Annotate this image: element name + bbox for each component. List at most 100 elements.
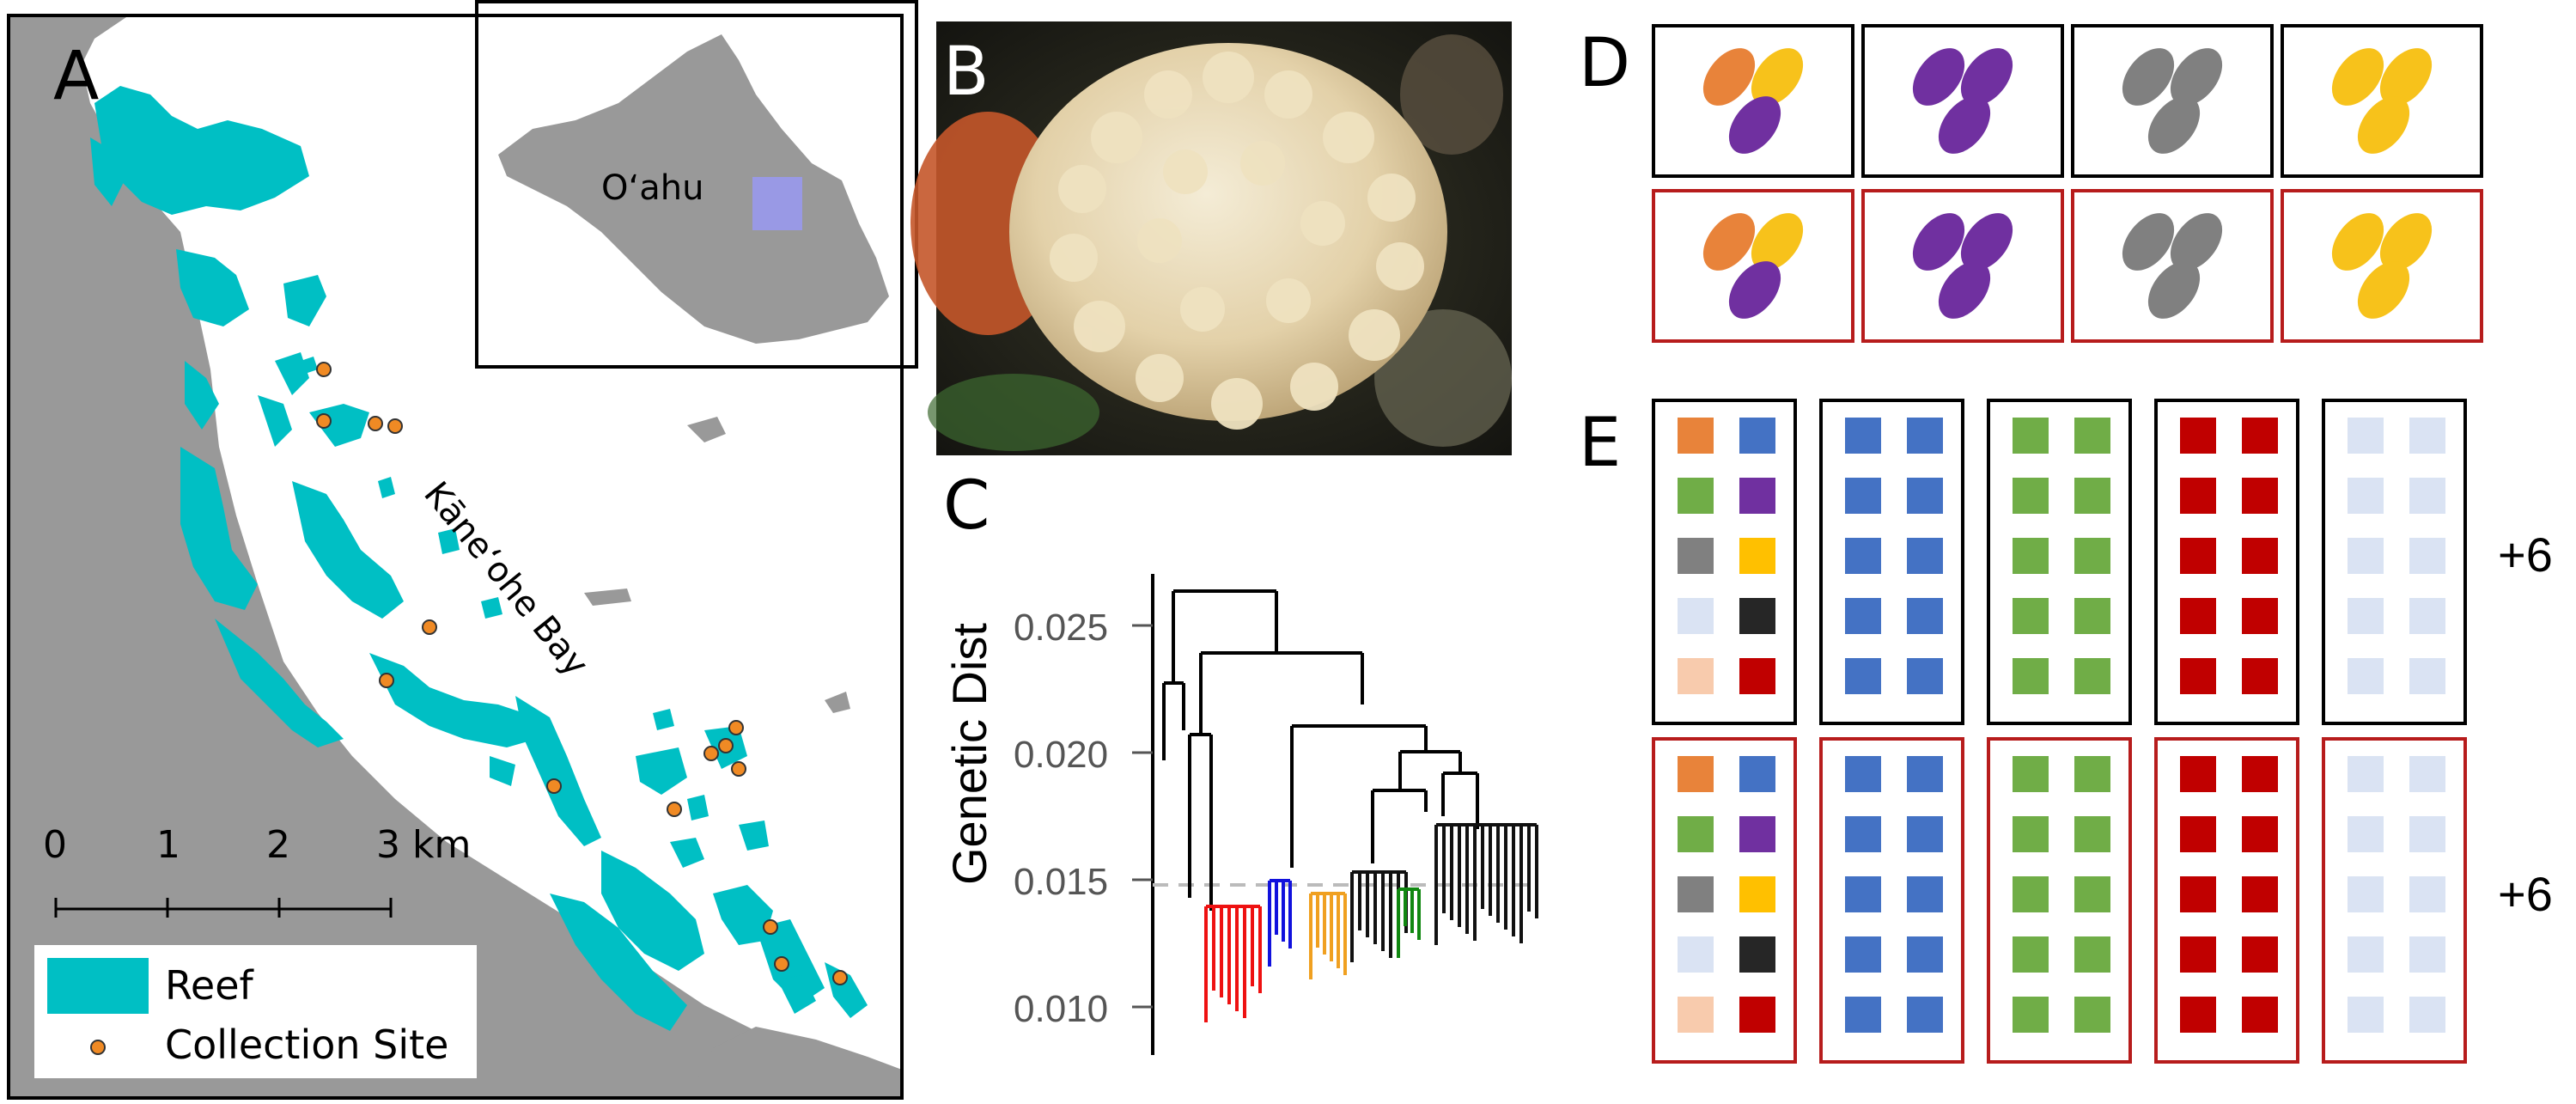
scale-tick-label: 3 km <box>376 823 471 867</box>
grid-square <box>1739 936 1775 973</box>
grid-square <box>1739 816 1775 852</box>
grid-square <box>1845 418 1881 454</box>
site-marker <box>316 413 332 429</box>
grids-panel <box>1652 399 2467 1064</box>
site-marker <box>368 416 383 431</box>
site-marker <box>387 418 403 434</box>
grid-square <box>2013 658 2049 694</box>
grid-square <box>2242 876 2278 912</box>
grid-square <box>1678 756 1714 792</box>
scale-tick-label: 0 <box>43 823 67 867</box>
extra-count-label: +6 <box>2498 867 2553 921</box>
islet <box>687 417 726 442</box>
cell-ellipse <box>1702 213 1756 271</box>
cell-ellipse <box>2331 48 2384 106</box>
grid-square <box>2242 816 2278 852</box>
extra-count-label: +6 <box>2498 528 2553 582</box>
grid-square <box>2409 418 2445 454</box>
grid-square <box>2074 478 2110 514</box>
grid-square <box>2013 478 2049 514</box>
grid-square <box>2242 478 2278 514</box>
grid-square <box>2180 538 2216 574</box>
grid-square <box>2074 997 2110 1033</box>
site-marker <box>422 619 437 635</box>
grid-square <box>2074 936 2110 973</box>
grid-square <box>2013 756 2049 792</box>
grid-square <box>2348 936 2384 973</box>
inset-map: O‘ahu <box>475 0 918 369</box>
grid-square <box>1678 997 1714 1033</box>
grid-square <box>1678 478 1714 514</box>
dendrogram-leaves <box>1204 823 1538 1022</box>
map-frame <box>7 14 904 1100</box>
grid-square <box>2013 598 2049 634</box>
legend-reef-label: Reef <box>165 962 254 1009</box>
grid-square <box>1678 598 1714 634</box>
grid-square <box>2348 876 2384 912</box>
site-marker <box>703 746 719 761</box>
cell-ellipse <box>1751 48 1804 106</box>
grid-square <box>2013 538 2049 574</box>
cell-ellipse <box>1938 261 1991 319</box>
legend-reef-swatch <box>47 958 149 1014</box>
land-mass <box>9 15 902 1098</box>
grid-square <box>1845 478 1881 514</box>
grid-square <box>1907 658 1943 694</box>
islet <box>825 692 850 713</box>
grid-square <box>2013 876 2049 912</box>
panel-c-dendrogram: C Genetic Dist 0.025 0.020 0.015 0.010 <box>942 467 1538 1055</box>
grid-square <box>2074 538 2110 574</box>
grid-square <box>1845 538 1881 574</box>
scale-bar: 0 1 2 3 km <box>43 823 471 918</box>
cell-ellipse <box>2379 48 2433 106</box>
grid-square <box>2242 997 2278 1033</box>
y-axis-label: Genetic Dist <box>942 623 996 885</box>
grid-square <box>2409 997 2445 1033</box>
grid-square <box>2180 816 2216 852</box>
grid-square <box>1678 876 1714 912</box>
grid-square <box>2013 936 2049 973</box>
grid-square <box>2074 876 2110 912</box>
grid-square <box>1739 876 1775 912</box>
cell-ellipse <box>1912 48 1965 106</box>
cell-ellipse <box>1960 48 2013 106</box>
grid-square <box>1678 538 1714 574</box>
grid-square <box>1845 756 1881 792</box>
grid-square <box>1907 997 1943 1033</box>
grid-square <box>2180 876 2216 912</box>
cell-ellipse <box>1728 261 1781 319</box>
legend-site-label: Collection Site <box>165 1022 448 1068</box>
cell-ellipse <box>1702 48 1756 106</box>
collection-sites <box>316 362 848 985</box>
grid-square <box>2180 756 2216 792</box>
grid-square <box>1845 816 1881 852</box>
cell-ellipse <box>2170 48 2223 106</box>
cell-ellipse <box>2357 261 2410 319</box>
site-marker <box>379 673 394 688</box>
grid-square <box>2242 598 2278 634</box>
grid-square <box>2409 598 2445 634</box>
cell-ellipse <box>2331 213 2384 271</box>
panel-e: E +6 +6 <box>1579 399 2553 1064</box>
grid-square <box>2074 816 2110 852</box>
islet <box>584 589 631 606</box>
grid-square <box>2180 658 2216 694</box>
grid-square <box>1845 997 1881 1033</box>
cell-ellipse <box>2170 213 2223 271</box>
grid-square <box>2013 816 2049 852</box>
grid-square <box>2409 936 2445 973</box>
grid-square <box>1739 478 1775 514</box>
cell-ellipse <box>2379 213 2433 271</box>
cell-ellipse <box>1912 213 1965 271</box>
cell-ellipse <box>2147 96 2201 154</box>
cell-ellipse <box>1728 96 1781 154</box>
study-area-box <box>752 177 802 230</box>
site-marker <box>728 720 744 735</box>
y-tick-label: 0.025 <box>1014 607 1108 649</box>
grid-square <box>2348 756 2384 792</box>
site-marker <box>718 738 734 753</box>
site-marker <box>546 778 562 794</box>
pairs-grid <box>1652 24 2483 343</box>
grid-square <box>2180 598 2216 634</box>
cell-ellipse <box>1938 96 1991 154</box>
